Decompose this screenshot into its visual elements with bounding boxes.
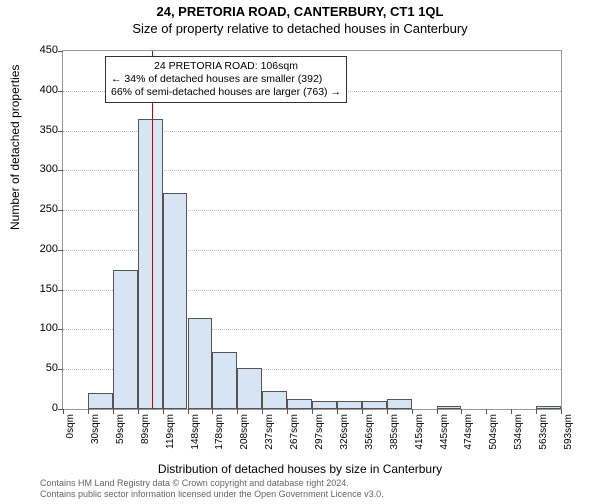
x-tick-mark <box>561 409 562 414</box>
x-tick-mark <box>287 409 288 414</box>
x-tick-label: 89sqm <box>140 414 151 464</box>
histogram-bar <box>188 318 213 409</box>
x-tick-label: 0sqm <box>65 414 76 464</box>
x-tick-mark <box>113 409 114 414</box>
histogram-bar <box>262 391 287 409</box>
y-tick-label: 300 <box>18 163 58 175</box>
title-subtitle: Size of property relative to detached ho… <box>0 21 600 36</box>
x-tick-label: 415sqm <box>414 414 425 464</box>
x-tick-label: 445sqm <box>439 414 450 464</box>
y-tick-mark <box>58 131 63 132</box>
histogram-bar <box>312 401 337 409</box>
x-tick-mark <box>536 409 537 414</box>
x-tick-label: 504sqm <box>488 414 499 464</box>
y-tick-label: 400 <box>18 84 58 96</box>
histogram-bar <box>536 406 561 409</box>
title-address: 24, PRETORIA ROAD, CANTERBURY, CT1 1QL <box>0 4 600 19</box>
footer-line2: Contains public sector information licen… <box>40 489 384 500</box>
histogram-bar <box>362 401 387 409</box>
histogram-bar <box>113 270 138 409</box>
y-tick-mark <box>58 329 63 330</box>
annotation-line: 24 PRETORIA ROAD: 106sqm <box>111 60 341 73</box>
histogram-bar <box>287 399 312 409</box>
histogram-bar <box>88 393 113 409</box>
y-tick-label: 450 <box>18 44 58 56</box>
histogram-bar <box>138 119 163 409</box>
y-tick-mark <box>58 51 63 52</box>
y-tick-mark <box>58 210 63 211</box>
x-tick-mark <box>163 409 164 414</box>
x-tick-mark <box>188 409 189 414</box>
x-tick-label: 297sqm <box>314 414 325 464</box>
x-tick-label: 59sqm <box>115 414 126 464</box>
histogram-bar <box>237 368 262 409</box>
x-tick-label: 178sqm <box>214 414 225 464</box>
y-tick-label: 150 <box>18 283 58 295</box>
x-tick-mark <box>362 409 363 414</box>
x-tick-mark <box>337 409 338 414</box>
annotation-line: ← 34% of detached houses are smaller (39… <box>111 73 341 86</box>
y-tick-label: 200 <box>18 243 58 255</box>
y-tick-label: 50 <box>18 362 58 374</box>
histogram-bar <box>387 399 412 409</box>
x-tick-label: 30sqm <box>90 414 101 464</box>
histogram-plot: 24 PRETORIA ROAD: 106sqm← 34% of detache… <box>62 50 562 410</box>
reference-line <box>152 51 153 409</box>
footer-line1: Contains HM Land Registry data © Crown c… <box>40 478 384 489</box>
x-tick-label: 474sqm <box>463 414 474 464</box>
x-tick-label: 593sqm <box>563 414 574 464</box>
histogram-bar <box>337 401 362 409</box>
x-tick-mark <box>138 409 139 414</box>
histogram-bar <box>212 352 237 409</box>
y-tick-label: 0 <box>18 402 58 414</box>
histogram-bar <box>163 193 188 409</box>
x-tick-label: 385sqm <box>389 414 400 464</box>
x-tick-label: 148sqm <box>190 414 201 464</box>
x-tick-label: 534sqm <box>513 414 524 464</box>
x-tick-label: 326sqm <box>339 414 350 464</box>
x-tick-label: 267sqm <box>289 414 300 464</box>
footer-attribution: Contains HM Land Registry data © Crown c… <box>40 478 384 500</box>
x-tick-label: 356sqm <box>364 414 375 464</box>
x-tick-label: 208sqm <box>239 414 250 464</box>
x-tick-mark <box>412 409 413 414</box>
y-tick-mark <box>58 250 63 251</box>
x-tick-label: 563sqm <box>538 414 549 464</box>
y-tick-mark <box>58 170 63 171</box>
y-tick-mark <box>58 91 63 92</box>
x-tick-label: 237sqm <box>264 414 275 464</box>
x-tick-mark <box>88 409 89 414</box>
x-tick-label: 119sqm <box>165 414 176 464</box>
y-tick-label: 350 <box>18 124 58 136</box>
x-tick-mark <box>63 409 64 414</box>
histogram-bar <box>437 406 462 409</box>
x-tick-mark <box>437 409 438 414</box>
annotation-box: 24 PRETORIA ROAD: 106sqm← 34% of detache… <box>105 56 347 103</box>
y-tick-label: 100 <box>18 322 58 334</box>
y-tick-mark <box>58 369 63 370</box>
x-tick-mark <box>387 409 388 414</box>
y-tick-label: 250 <box>18 203 58 215</box>
x-tick-mark <box>312 409 313 414</box>
x-axis-label: Distribution of detached houses by size … <box>0 462 600 476</box>
annotation-line: 66% of semi-detached houses are larger (… <box>111 86 341 99</box>
y-tick-mark <box>58 290 63 291</box>
